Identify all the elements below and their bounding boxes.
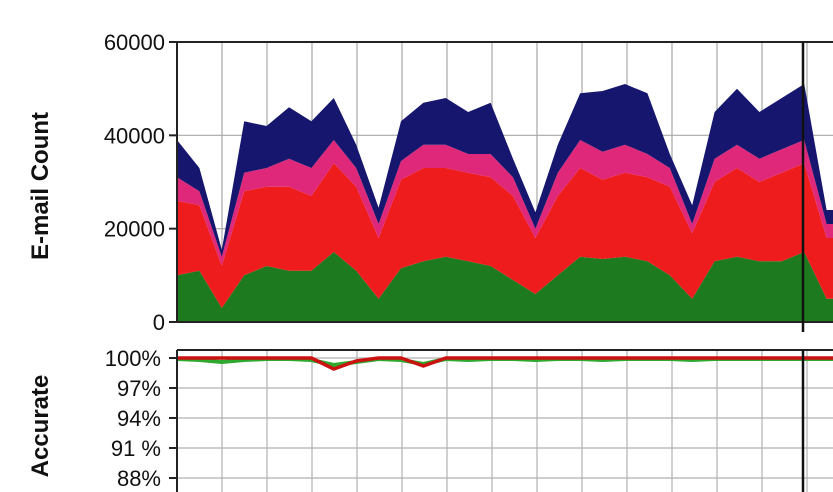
area-series-3 (177, 84, 833, 257)
top-frame (169, 41, 833, 332)
bottom-y-tick-label: 91 % (111, 436, 161, 461)
bottom-y-tick-label: 94% (117, 406, 161, 431)
bottom-y-tick-label: 97% (117, 376, 161, 401)
bottom-frame (169, 349, 833, 492)
top-y-tick-label: 60000 (104, 30, 165, 55)
area-series-0 (177, 252, 833, 322)
top-y-tick-label: 40000 (104, 123, 165, 148)
accuracy-line-1 (177, 356, 833, 371)
bottom-y-tick-label: 100% (105, 346, 161, 371)
bottom-y-tick-label: 88% (117, 466, 161, 491)
area-series-1 (177, 163, 833, 308)
top-y-tick-label: 20000 (104, 217, 165, 242)
bottom-grid (176, 350, 833, 492)
top-y-axis-label: E-mail Count (27, 112, 54, 260)
area-series-2 (177, 140, 833, 266)
top-areas (177, 84, 833, 322)
bottom-lines (176, 356, 833, 371)
bottom-y-axis-label: Accurate (27, 375, 54, 478)
labels: 0 20000 40000 60000 88% 91 % 94% 97% 100% (104, 30, 165, 491)
top-y-tick-label: 0 (153, 310, 165, 335)
accuracy-line-0 (176, 357, 833, 367)
